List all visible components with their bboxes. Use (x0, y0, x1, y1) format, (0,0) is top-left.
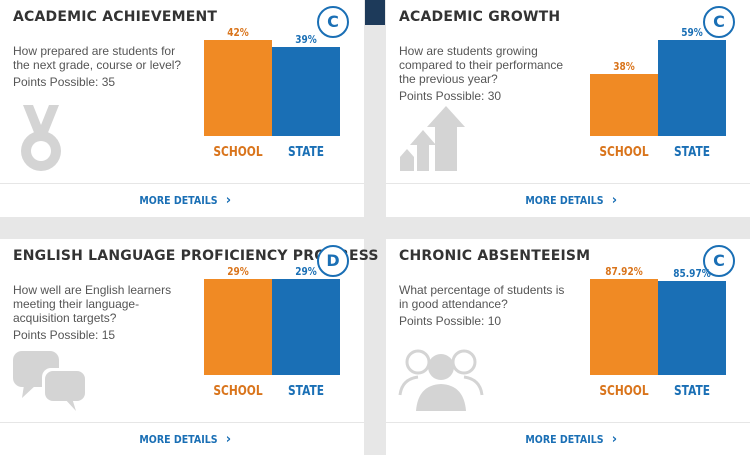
chevron-right-icon: › (611, 432, 618, 447)
state-bar (272, 46, 340, 136)
school-label: SCHOOL (599, 145, 649, 160)
medal-icon (21, 105, 61, 171)
question-text: How are students growing compared to the… (399, 44, 574, 103)
question: How are students growing compared to the… (399, 44, 564, 86)
school-bar (590, 74, 658, 136)
grade-badge: D (317, 245, 349, 277)
chevron-right-icon: › (225, 432, 232, 447)
school-value: 42% (227, 26, 249, 39)
school-value: 87.92% (605, 265, 643, 278)
question-text: How well are English learners meeting th… (13, 283, 188, 342)
more-details-link[interactable]: MORE DETAILS › (386, 193, 750, 208)
state-value: 39% (295, 32, 317, 46)
more-details-label: MORE DETAILS (139, 433, 218, 446)
header-bar (365, 0, 385, 25)
state-bar (272, 279, 340, 375)
card-title: ACADEMIC ACHIEVEMENT (13, 9, 218, 25)
question: How well are English learners meeting th… (13, 283, 172, 325)
school-bar (204, 279, 272, 375)
divider (0, 422, 364, 423)
points-possible: Points Possible: 10 (399, 314, 502, 328)
state-value: 85.97% (673, 267, 711, 281)
divider (0, 183, 364, 184)
question-text: How prepared are students for the next g… (13, 44, 188, 89)
bar-chart: 42% 39% SCHOOL STATE (204, 26, 342, 165)
state-value: 59% (681, 26, 703, 39)
state-label: STATE (673, 145, 711, 160)
school-label: SCHOOL (599, 384, 649, 399)
more-details-link[interactable]: MORE DETAILS › (0, 432, 364, 447)
more-details-label: MORE DETAILS (525, 194, 604, 207)
card-academic-growth: ACADEMIC GROWTH C How are students growi… (386, 0, 750, 217)
more-details-label: MORE DETAILS (525, 433, 604, 446)
state-label: STATE (287, 384, 325, 399)
question: How prepared are students for the next g… (13, 44, 182, 72)
card-title: CHRONIC ABSENTEEISM (399, 248, 591, 264)
points-possible: Points Possible: 30 (399, 89, 502, 103)
divider (386, 183, 750, 184)
more-details-link[interactable]: MORE DETAILS › (0, 193, 364, 208)
speech-bubbles-icon (13, 351, 86, 411)
school-value: 38% (613, 60, 635, 74)
bar-chart: 38% 59% SCHOOL STATE (590, 26, 728, 165)
grade-badge: C (317, 6, 349, 38)
question-text: What percentage of students is in good a… (399, 283, 574, 328)
school-label: SCHOOL (213, 384, 263, 399)
chevron-right-icon: › (225, 193, 232, 208)
bar-chart: 87.92% 85.97% SCHOOL STATE (590, 265, 728, 404)
state-label: STATE (673, 384, 711, 399)
state-label: STATE (287, 145, 325, 160)
card-english-language-proficiency: ENGLISH LANGUAGE PROFICIENCY PROGRESS D … (0, 239, 379, 455)
school-bar (204, 40, 272, 136)
divider (386, 422, 750, 423)
card-title: ENGLISH LANGUAGE PROFICIENCY PROGRESS (13, 248, 379, 264)
state-bar (658, 40, 726, 136)
state-value: 29% (295, 265, 317, 278)
question: What percentage of students is in good a… (399, 283, 565, 311)
grade-badge: C (703, 245, 735, 277)
grade-badge: C (703, 6, 735, 38)
more-details-link[interactable]: MORE DETAILS › (386, 432, 750, 447)
card-chronic-absenteeism: CHRONIC ABSENTEEISM C What percentage of… (386, 239, 750, 455)
points-possible: Points Possible: 35 (13, 75, 116, 89)
school-label: SCHOOL (213, 145, 263, 160)
school-bar (590, 279, 658, 375)
state-bar (658, 281, 726, 375)
card-academic-achievement: ACADEMIC ACHIEVEMENT C How prepared are … (0, 0, 364, 217)
more-details-label: MORE DETAILS (139, 194, 218, 207)
people-icon (398, 349, 484, 411)
chevron-right-icon: › (611, 193, 618, 208)
points-possible: Points Possible: 15 (13, 328, 116, 342)
bar-chart: 29% 29% SCHOOL STATE (204, 265, 342, 404)
school-value: 29% (227, 265, 249, 278)
growth-arrows-icon (400, 106, 465, 171)
card-title: ACADEMIC GROWTH (399, 9, 561, 25)
